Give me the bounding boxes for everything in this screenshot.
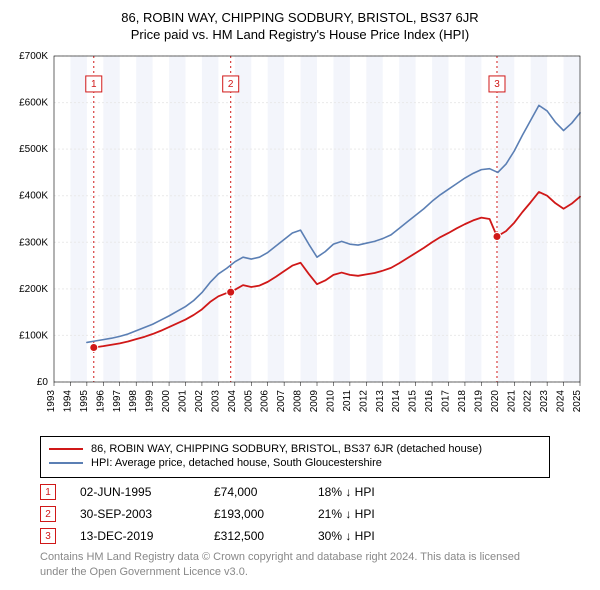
svg-text:2008: 2008 xyxy=(293,390,304,413)
chart-legend: 86, ROBIN WAY, CHIPPING SODBURY, BRISTOL… xyxy=(40,436,550,478)
svg-text:2025: 2025 xyxy=(572,390,583,413)
svg-text:2017: 2017 xyxy=(441,390,452,413)
svg-text:2019: 2019 xyxy=(473,390,484,413)
legend-item: 86, ROBIN WAY, CHIPPING SODBURY, BRISTOL… xyxy=(49,443,541,455)
sale-badge: 3 xyxy=(40,528,56,544)
svg-text:£700K: £700K xyxy=(19,51,48,62)
sale-price: £74,000 xyxy=(214,485,294,499)
sales-row: 2 30-SEP-2003 £193,000 21% ↓ HPI xyxy=(40,506,550,522)
svg-text:2009: 2009 xyxy=(309,390,320,413)
sale-date: 13-DEC-2019 xyxy=(80,529,190,543)
chart-container: 86, ROBIN WAY, CHIPPING SODBURY, BRISTOL… xyxy=(0,0,600,590)
svg-text:2013: 2013 xyxy=(375,390,386,413)
sale-date: 30-SEP-2003 xyxy=(80,507,190,521)
svg-text:1996: 1996 xyxy=(95,390,106,413)
svg-text:£500K: £500K xyxy=(19,144,48,155)
sale-badge: 2 xyxy=(40,506,56,522)
sale-diff: 30% ↓ HPI xyxy=(318,529,550,543)
sale-diff: 18% ↓ HPI xyxy=(318,485,550,499)
svg-text:2006: 2006 xyxy=(260,390,271,413)
svg-text:2022: 2022 xyxy=(523,390,534,413)
legend-item: HPI: Average price, detached house, Sout… xyxy=(49,457,541,469)
chart-subtitle: Price paid vs. HM Land Registry's House … xyxy=(10,27,590,42)
svg-text:£100K: £100K xyxy=(19,330,48,341)
svg-text:2: 2 xyxy=(228,79,234,90)
svg-text:2011: 2011 xyxy=(342,390,353,412)
legend-label: HPI: Average price, detached house, Sout… xyxy=(91,457,382,469)
svg-text:£200K: £200K xyxy=(19,284,48,295)
svg-text:1994: 1994 xyxy=(62,390,73,413)
svg-text:2010: 2010 xyxy=(325,390,336,413)
svg-text:2018: 2018 xyxy=(457,390,468,413)
sales-row: 3 13-DEC-2019 £312,500 30% ↓ HPI xyxy=(40,528,550,544)
svg-text:£0: £0 xyxy=(37,377,49,388)
svg-text:2021: 2021 xyxy=(506,390,517,413)
svg-text:2007: 2007 xyxy=(276,390,287,413)
sale-badge: 1 xyxy=(40,484,56,500)
svg-text:2000: 2000 xyxy=(161,390,172,413)
svg-text:1998: 1998 xyxy=(128,390,139,413)
chart-svg: £0 £100K £200K £300K £400K £500K £600K £700K 199… xyxy=(10,50,590,430)
svg-text:2003: 2003 xyxy=(210,390,221,413)
legend-swatch xyxy=(49,448,83,450)
chart-plot: £0 £100K £200K £300K £400K £500K £600K £700K 199… xyxy=(10,50,590,430)
svg-text:£300K: £300K xyxy=(19,237,48,248)
chart-title: 86, ROBIN WAY, CHIPPING SODBURY, BRISTOL… xyxy=(10,10,590,25)
svg-text:2023: 2023 xyxy=(539,390,550,413)
svg-text:2012: 2012 xyxy=(358,390,369,413)
svg-text:1997: 1997 xyxy=(112,390,123,413)
sale-diff: 21% ↓ HPI xyxy=(318,507,550,521)
svg-text:2002: 2002 xyxy=(194,390,205,413)
svg-text:1993: 1993 xyxy=(46,390,57,413)
svg-text:2016: 2016 xyxy=(424,390,435,413)
sale-price: £312,500 xyxy=(214,529,294,543)
sale-date: 02-JUN-1995 xyxy=(80,485,190,499)
svg-text:2004: 2004 xyxy=(227,390,238,413)
svg-text:2014: 2014 xyxy=(391,390,402,413)
svg-text:2005: 2005 xyxy=(243,390,254,413)
legend-swatch xyxy=(49,462,83,464)
legend-label: 86, ROBIN WAY, CHIPPING SODBURY, BRISTOL… xyxy=(91,443,482,455)
svg-text:2015: 2015 xyxy=(408,390,419,413)
svg-text:3: 3 xyxy=(494,79,500,90)
svg-text:1: 1 xyxy=(91,79,97,90)
sale-price: £193,000 xyxy=(214,507,294,521)
svg-text:2024: 2024 xyxy=(556,390,567,413)
sales-row: 1 02-JUN-1995 £74,000 18% ↓ HPI xyxy=(40,484,550,500)
svg-text:2020: 2020 xyxy=(490,390,501,413)
svg-text:£400K: £400K xyxy=(19,191,48,202)
svg-text:2001: 2001 xyxy=(178,390,189,413)
sales-table: 1 02-JUN-1995 £74,000 18% ↓ HPI 2 30-SEP-2003… xyxy=(40,484,550,544)
svg-text:1995: 1995 xyxy=(79,390,90,413)
svg-text:£600K: £600K xyxy=(19,98,48,109)
footnote-text: Contains HM Land Registry data © Crown c… xyxy=(40,550,550,580)
svg-text:1999: 1999 xyxy=(145,390,156,413)
